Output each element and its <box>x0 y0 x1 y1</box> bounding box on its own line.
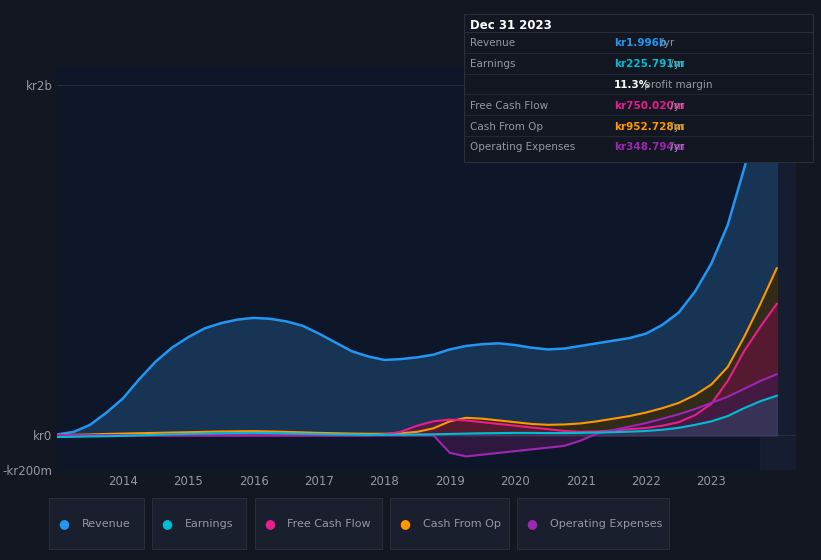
Text: ●: ● <box>58 517 70 530</box>
Text: kr750.020m: kr750.020m <box>614 101 685 111</box>
Text: kr225.791m: kr225.791m <box>614 59 685 69</box>
Text: /yr: /yr <box>667 59 685 69</box>
Text: Free Cash Flow: Free Cash Flow <box>287 519 371 529</box>
Text: Earnings: Earnings <box>470 59 516 69</box>
Text: kr1.996b: kr1.996b <box>614 39 667 48</box>
Text: Revenue: Revenue <box>82 519 131 529</box>
Text: Free Cash Flow: Free Cash Flow <box>470 101 548 111</box>
Text: profit margin: profit margin <box>640 80 712 90</box>
Text: ●: ● <box>399 517 410 530</box>
Text: Cash From Op: Cash From Op <box>470 122 544 132</box>
Text: /yr: /yr <box>667 101 685 111</box>
Text: /yr: /yr <box>657 39 674 48</box>
Text: /yr: /yr <box>667 122 685 132</box>
Text: Revenue: Revenue <box>470 39 516 48</box>
Text: Operating Expenses: Operating Expenses <box>550 519 663 529</box>
Text: ●: ● <box>161 517 172 530</box>
Text: kr952.728m: kr952.728m <box>614 122 685 132</box>
Text: ●: ● <box>526 517 538 530</box>
Text: Cash From Op: Cash From Op <box>423 519 501 529</box>
Text: ●: ● <box>264 517 275 530</box>
Text: Dec 31 2023: Dec 31 2023 <box>470 19 553 32</box>
Text: /yr: /yr <box>667 142 685 152</box>
Text: kr348.794m: kr348.794m <box>614 142 685 152</box>
Text: 11.3%: 11.3% <box>614 80 650 90</box>
Bar <box>760 67 796 470</box>
Text: Operating Expenses: Operating Expenses <box>470 142 576 152</box>
Text: Earnings: Earnings <box>185 519 233 529</box>
